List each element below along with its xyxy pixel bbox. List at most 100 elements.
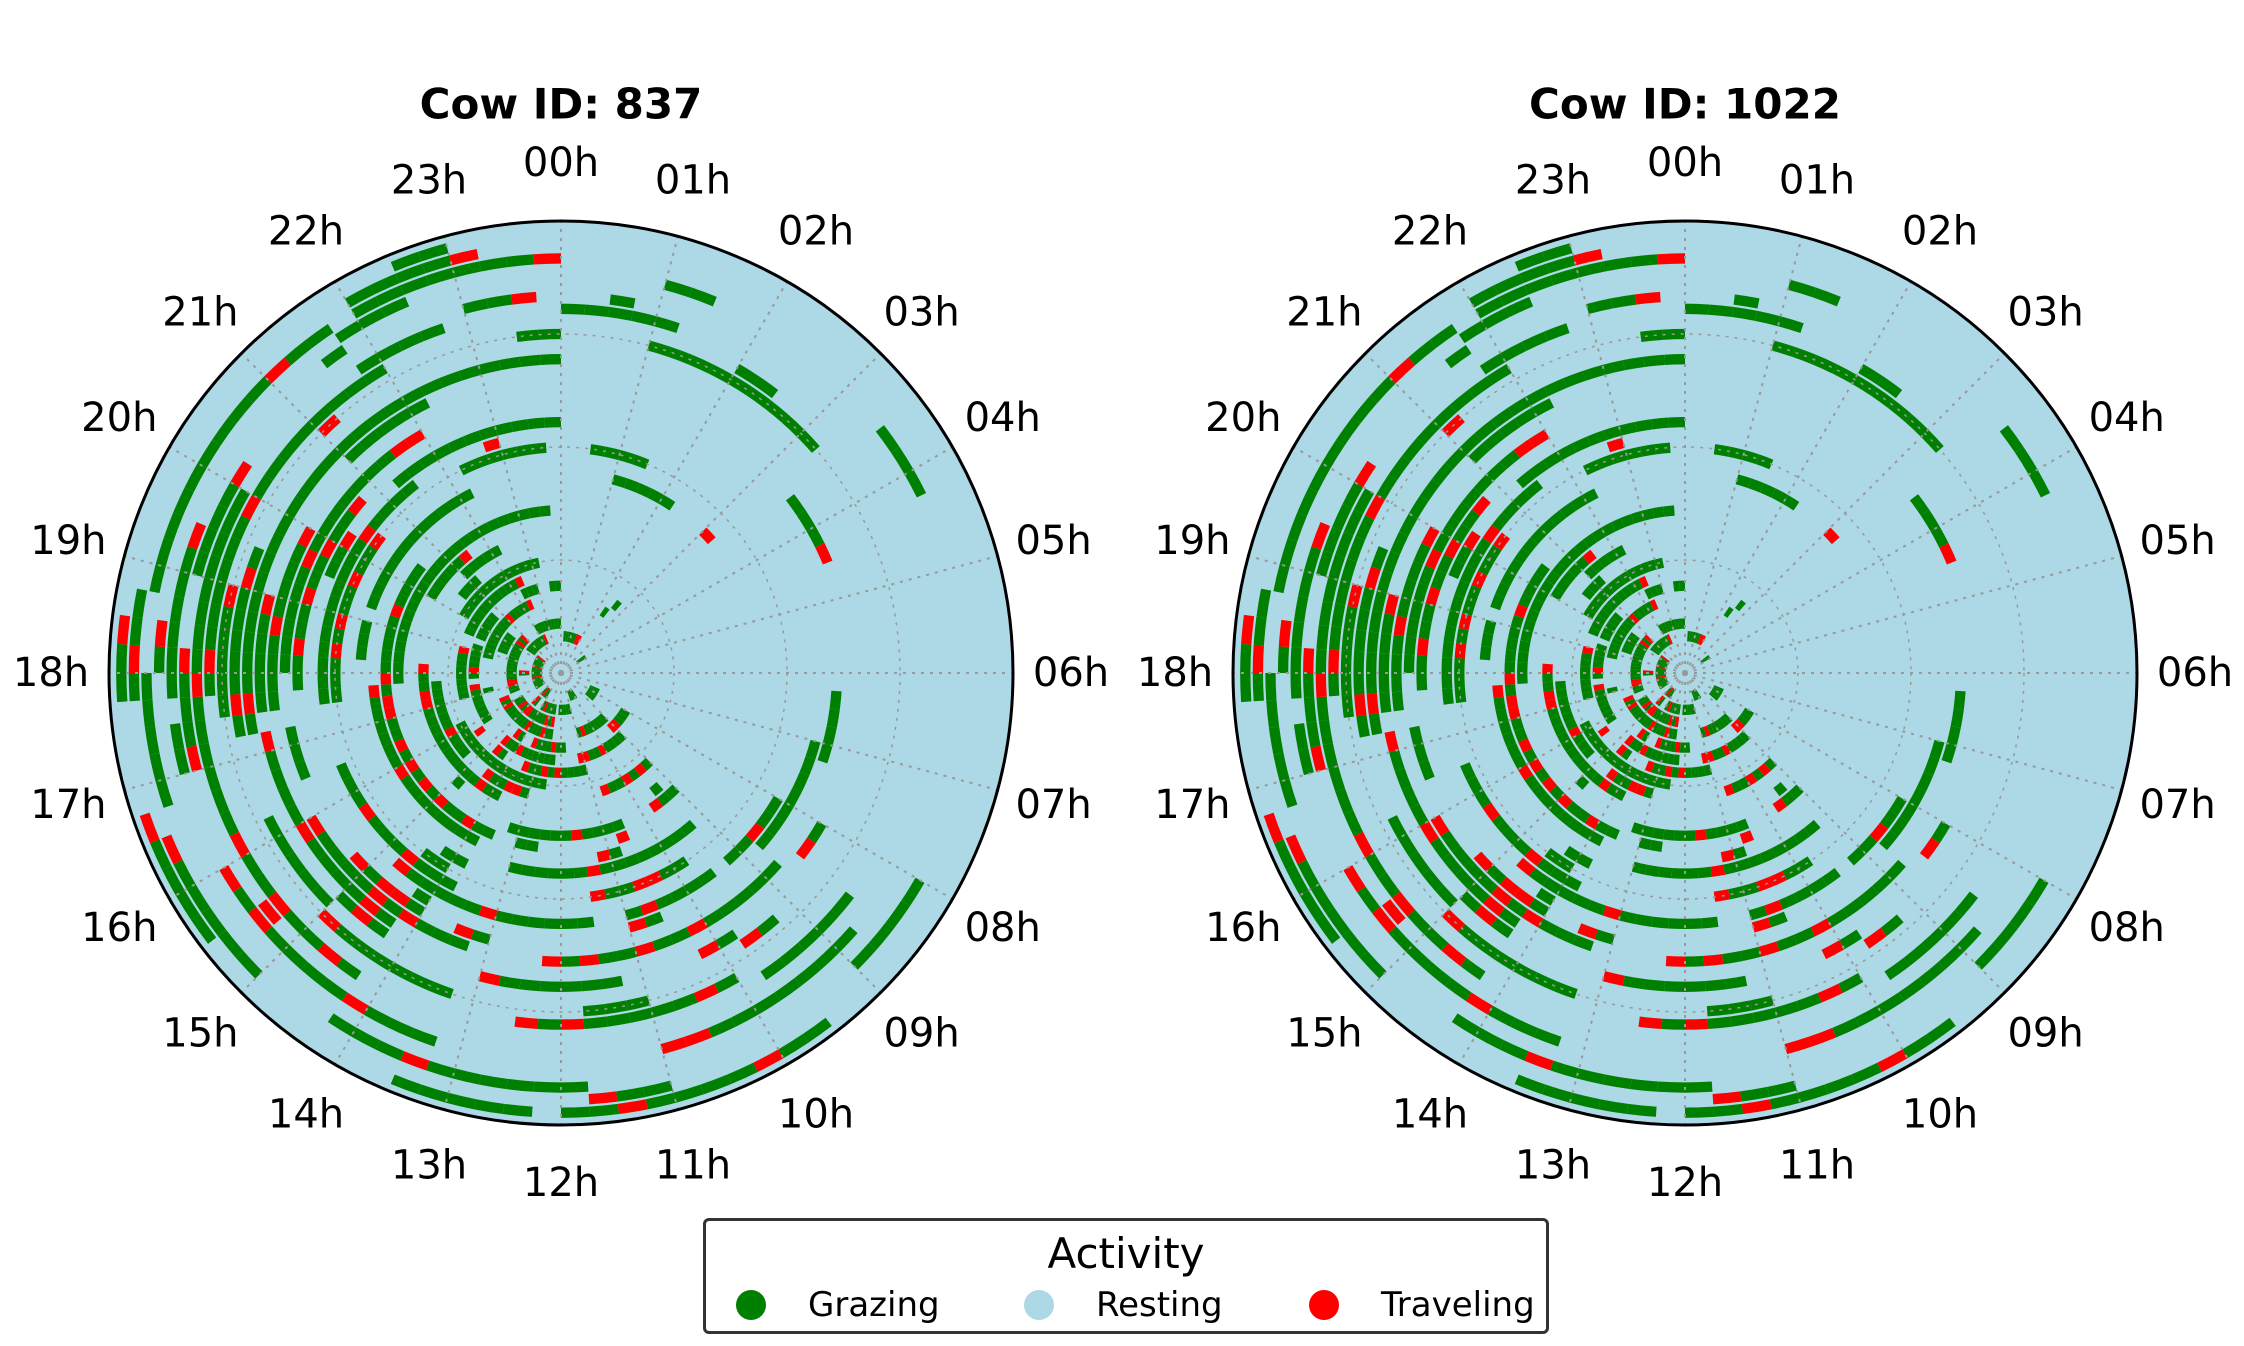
grazing-segment xyxy=(531,750,540,763)
traveling-segment xyxy=(1772,798,1788,813)
traveling-segment xyxy=(248,906,273,934)
grazing-segment xyxy=(765,795,783,816)
grazing-segment xyxy=(1542,243,1573,262)
grazing-segment xyxy=(1771,842,1788,858)
grazing-segment xyxy=(1832,1017,1860,1038)
grazing-segment xyxy=(1812,287,1841,307)
grazing-segment xyxy=(474,1099,505,1115)
grid-spoke xyxy=(334,672,562,1065)
grazing-segment xyxy=(1340,558,1357,584)
grazing-segment xyxy=(487,637,499,647)
traveling-segment xyxy=(684,1027,712,1047)
grazing-segment xyxy=(1352,396,1378,424)
grazing-segment xyxy=(422,255,452,274)
grazing-segment xyxy=(1547,707,1560,719)
traveling-segment xyxy=(573,634,580,645)
grazing-segment xyxy=(211,580,227,606)
grazing-segment xyxy=(1635,913,1653,927)
grid-spoke xyxy=(124,555,562,674)
grazing-segment xyxy=(1460,565,1476,584)
grazing-segment xyxy=(540,713,547,725)
grazing-segment xyxy=(207,603,222,628)
grazing-segment xyxy=(274,513,294,537)
grazing-segment xyxy=(785,494,806,516)
grazing-segment xyxy=(511,913,529,927)
grazing-segment xyxy=(331,544,349,565)
traveling-segment xyxy=(542,701,549,712)
grazing-segment xyxy=(1315,914,1341,944)
grazing-segment xyxy=(1651,916,1669,929)
grazing-segment xyxy=(1782,835,1800,852)
grazing-segment xyxy=(299,926,325,951)
grazing-segment xyxy=(1501,826,1521,846)
grazing-segment xyxy=(1240,643,1252,674)
grid-spoke xyxy=(1458,672,1686,1065)
grazing-segment xyxy=(369,696,382,711)
grazing-segment xyxy=(1889,816,1909,837)
grazing-segment xyxy=(1774,1001,1800,1018)
grazing-segment xyxy=(1421,868,1444,892)
grazing-segment xyxy=(1456,627,1469,645)
grazing-segment xyxy=(336,957,362,981)
grazing-segment xyxy=(1594,688,1606,697)
grazing-segment xyxy=(289,743,305,764)
grazing-segment xyxy=(435,501,453,519)
grazing-segment xyxy=(608,846,624,860)
grazing-segment xyxy=(1697,866,1712,879)
traveling-segment xyxy=(576,752,585,764)
grazing-segment xyxy=(1587,430,1607,446)
grazing-segment xyxy=(421,570,436,586)
grazing-segment xyxy=(1697,765,1706,778)
grazing-segment xyxy=(366,407,390,429)
grazing-segment xyxy=(167,621,181,648)
grazing-segment xyxy=(589,444,607,457)
grazing-segment xyxy=(1460,762,1476,781)
grazing-segment xyxy=(1549,785,1565,801)
traveling-segment xyxy=(550,716,556,728)
grazing-segment xyxy=(382,558,399,576)
grazing-segment xyxy=(1328,672,1340,697)
grazing-segment xyxy=(1667,688,1675,698)
grazing-segment xyxy=(498,975,521,990)
traveling-segment xyxy=(1598,778,1612,792)
grazing-segment xyxy=(451,775,466,790)
grazing-segment xyxy=(1468,285,1499,308)
grazing-segment xyxy=(498,356,521,371)
grazing-segment xyxy=(784,787,802,808)
grazing-segment xyxy=(1604,714,1617,725)
grazing-segment xyxy=(407,784,424,801)
grazing-segment xyxy=(494,624,506,635)
grazing-segment xyxy=(458,488,475,504)
grazing-segment xyxy=(1582,533,1598,548)
grazing-segment xyxy=(1252,672,1264,702)
grazing-segment xyxy=(1705,979,1727,992)
grazing-segment xyxy=(295,478,317,502)
grazing-segment xyxy=(1926,1017,1956,1043)
grazing-segment xyxy=(1514,1074,1546,1095)
grazing-segment xyxy=(516,329,540,343)
hour-tick-label: 03h xyxy=(883,289,959,335)
grazing-segment xyxy=(1596,743,1610,757)
grazing-segment xyxy=(458,364,482,381)
grazing-segment xyxy=(242,631,255,653)
grazing-segment xyxy=(1557,696,1570,707)
grazing-segment xyxy=(584,692,595,701)
grazing-segment xyxy=(1293,596,1309,623)
grazing-segment xyxy=(438,370,462,388)
grazing-segment xyxy=(650,1001,676,1018)
grazing-segment xyxy=(1580,679,1592,687)
grazing-segment xyxy=(472,743,486,757)
hour-tick-label: 12h xyxy=(523,1160,599,1206)
grazing-segment xyxy=(568,690,575,701)
grazing-segment xyxy=(169,596,185,623)
grazing-segment xyxy=(452,739,466,753)
traveling-segment xyxy=(519,634,530,644)
grazing-segment xyxy=(437,711,451,723)
grazing-segment xyxy=(1740,946,1762,962)
grazing-segment xyxy=(1318,719,1333,746)
grazing-segment xyxy=(204,672,216,697)
grazing-segment xyxy=(1391,691,1404,712)
grazing-segment xyxy=(2014,446,2038,475)
grazing-segment xyxy=(325,594,341,613)
grazing-segment xyxy=(1518,640,1531,653)
